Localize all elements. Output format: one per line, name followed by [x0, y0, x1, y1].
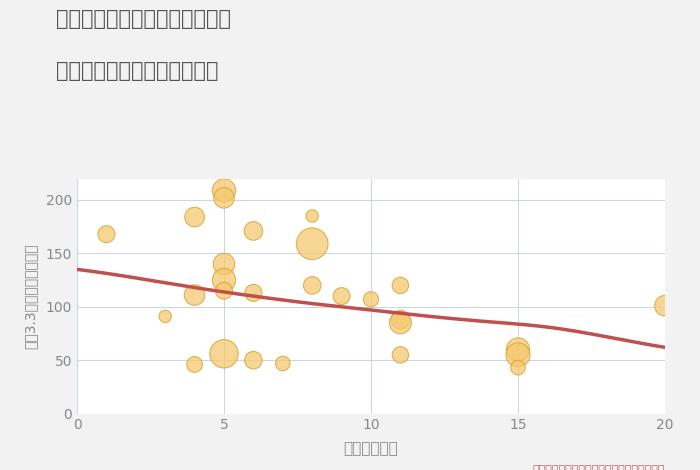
- Point: [189, 291, 200, 299]
- Point: [218, 194, 230, 202]
- X-axis label: 駅距離（分）: 駅距離（分）: [344, 441, 398, 456]
- Text: 駅距離別中古マンション価格: 駅距離別中古マンション価格: [56, 61, 218, 81]
- Point: [101, 230, 112, 238]
- Point: [218, 350, 230, 358]
- Point: [307, 212, 318, 220]
- Point: [512, 351, 524, 359]
- Point: [248, 289, 259, 297]
- Point: [189, 360, 200, 368]
- Point: [307, 240, 318, 248]
- Point: [336, 292, 347, 300]
- Text: 兵庫県たつの市揖保川町市場の: 兵庫県たつの市揖保川町市場の: [56, 9, 231, 30]
- Point: [160, 313, 171, 320]
- Point: [395, 319, 406, 327]
- Point: [218, 260, 230, 268]
- Y-axis label: 坪（3.3㎡）単価（万円）: 坪（3.3㎡）単価（万円）: [23, 243, 37, 349]
- Point: [277, 360, 288, 367]
- Point: [218, 287, 230, 295]
- Point: [189, 213, 200, 221]
- Point: [395, 282, 406, 289]
- Point: [512, 364, 524, 371]
- Point: [218, 276, 230, 284]
- Point: [395, 351, 406, 359]
- Text: 円の大きさは、取引のあった物件面積を示す: 円の大きさは、取引のあった物件面積を示す: [533, 465, 665, 470]
- Point: [365, 296, 377, 303]
- Point: [248, 356, 259, 364]
- Point: [307, 282, 318, 289]
- Point: [218, 187, 230, 194]
- Point: [395, 316, 406, 323]
- Point: [659, 302, 671, 309]
- Point: [512, 346, 524, 353]
- Point: [248, 227, 259, 235]
